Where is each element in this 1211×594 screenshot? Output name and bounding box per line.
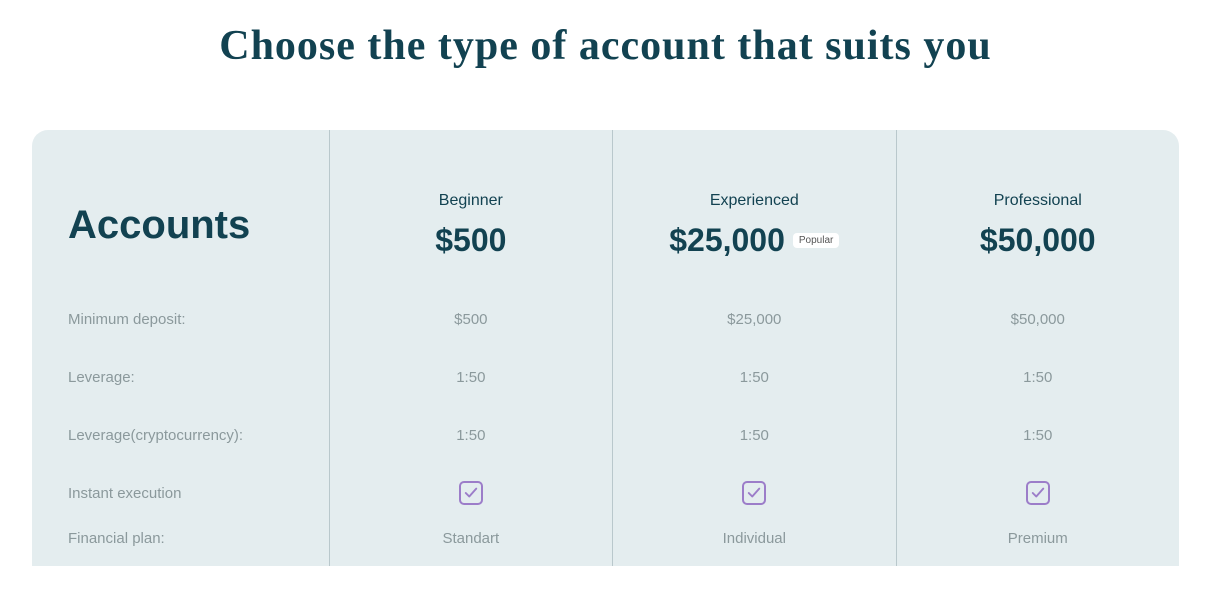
tier-column-professional: Professional $50,000 $50,000 1:50 1:50 P… <box>897 130 1179 566</box>
check-icon <box>459 481 483 505</box>
tier-column-beginner: Beginner $500 $500 1:50 1:50 Standart <box>330 130 613 566</box>
cell-beginner-leverage: 1:50 <box>330 348 612 406</box>
row-label-leverage-crypto: Leverage(cryptocurrency): <box>32 406 329 464</box>
tier-header-professional: Professional $50,000 <box>897 160 1179 290</box>
labels-header: Accounts <box>32 160 329 290</box>
check-icon <box>742 481 766 505</box>
page-title: Choose the type of account that suits yo… <box>0 22 1211 70</box>
labels-column: Accounts Minimum deposit: Leverage: Leve… <box>32 130 330 566</box>
cell-experienced-leverage-crypto: 1:50 <box>613 406 895 464</box>
cell-professional-leverage-crypto: 1:50 <box>897 406 1179 464</box>
cell-experienced-financial-plan: Individual <box>613 522 895 566</box>
cell-experienced-instant-execution <box>613 464 895 522</box>
cell-experienced-leverage: 1:50 <box>613 348 895 406</box>
cell-experienced-min-deposit: $25,000 <box>613 290 895 348</box>
cell-professional-financial-plan: Premium <box>897 522 1179 566</box>
accounts-heading: Accounts <box>68 203 250 248</box>
tier-column-experienced: Experienced $25,000 Popular $25,000 1:50… <box>613 130 896 566</box>
tier-name-beginner: Beginner <box>439 192 503 210</box>
tier-price-experienced: $25,000 <box>669 222 785 259</box>
tier-price-professional: $50,000 <box>980 222 1096 259</box>
row-label-min-deposit: Minimum deposit: <box>32 290 329 348</box>
tier-price-beginner: $500 <box>435 222 506 259</box>
cell-beginner-leverage-crypto: 1:50 <box>330 406 612 464</box>
cell-professional-instant-execution <box>897 464 1179 522</box>
pricing-table: Accounts Minimum deposit: Leverage: Leve… <box>32 130 1179 566</box>
cell-professional-min-deposit: $50,000 <box>897 290 1179 348</box>
cell-professional-leverage: 1:50 <box>897 348 1179 406</box>
check-icon <box>1026 481 1050 505</box>
cell-beginner-min-deposit: $500 <box>330 290 612 348</box>
tier-header-experienced: Experienced $25,000 Popular <box>613 160 895 290</box>
row-label-leverage: Leverage: <box>32 348 329 406</box>
row-label-instant-execution: Instant execution <box>32 464 329 522</box>
row-label-financial-plan: Financial plan: <box>32 522 329 566</box>
cell-beginner-financial-plan: Standart <box>330 522 612 566</box>
popular-badge: Popular <box>793 233 839 248</box>
tier-name-professional: Professional <box>994 192 1082 210</box>
tier-header-beginner: Beginner $500 <box>330 160 612 290</box>
tier-name-experienced: Experienced <box>710 192 799 210</box>
cell-beginner-instant-execution <box>330 464 612 522</box>
